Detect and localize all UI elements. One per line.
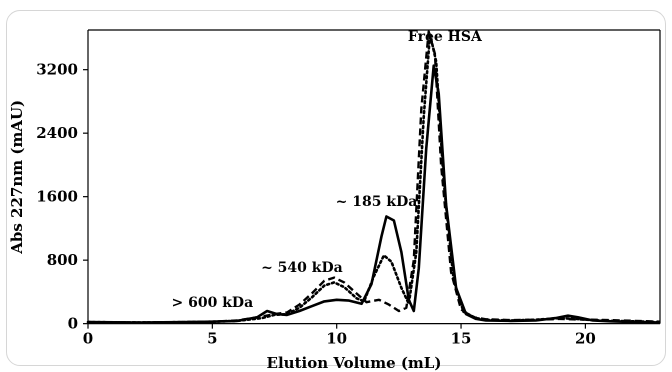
x-tick-label-10: 10 bbox=[326, 330, 347, 348]
x-axis-title: Elution Volume (mL) bbox=[267, 354, 442, 372]
chart-frame bbox=[6, 10, 666, 366]
y-tick-label-1600: 1600 bbox=[36, 188, 78, 206]
y-tick-label-0: 0 bbox=[68, 315, 78, 333]
x-tick-label-0: 0 bbox=[83, 330, 93, 348]
axes bbox=[87, 29, 661, 325]
y-tick-label-2400: 2400 bbox=[36, 124, 78, 142]
annotation-label-3: > 600 kDa bbox=[172, 295, 254, 311]
x-tick-label-15: 15 bbox=[451, 330, 472, 348]
x-tick-label-20: 20 bbox=[575, 330, 596, 348]
y-tick-label-800: 800 bbox=[47, 251, 78, 269]
ticks: 0 5 10 15 20 0 800 1600 2400 3200 bbox=[36, 61, 596, 348]
y-axis-title: Abs 227nm (mAU) bbox=[8, 100, 26, 255]
annotations: Free HSA ~ 185 kDa ~ 540 kDa > 600 kDa bbox=[172, 29, 483, 311]
y-tick-label-3200: 3200 bbox=[36, 61, 78, 79]
series-dotted-line bbox=[86, 32, 662, 324]
series-dashed-line bbox=[87, 30, 661, 324]
annotation-label-0: Free HSA bbox=[408, 29, 483, 45]
annotation-label-2: ~ 540 kDa bbox=[261, 260, 343, 276]
x-tick-label-5: 5 bbox=[207, 330, 217, 348]
series-group bbox=[86, 30, 662, 324]
annotation-label-1: ~ 185 kDa bbox=[336, 194, 418, 210]
